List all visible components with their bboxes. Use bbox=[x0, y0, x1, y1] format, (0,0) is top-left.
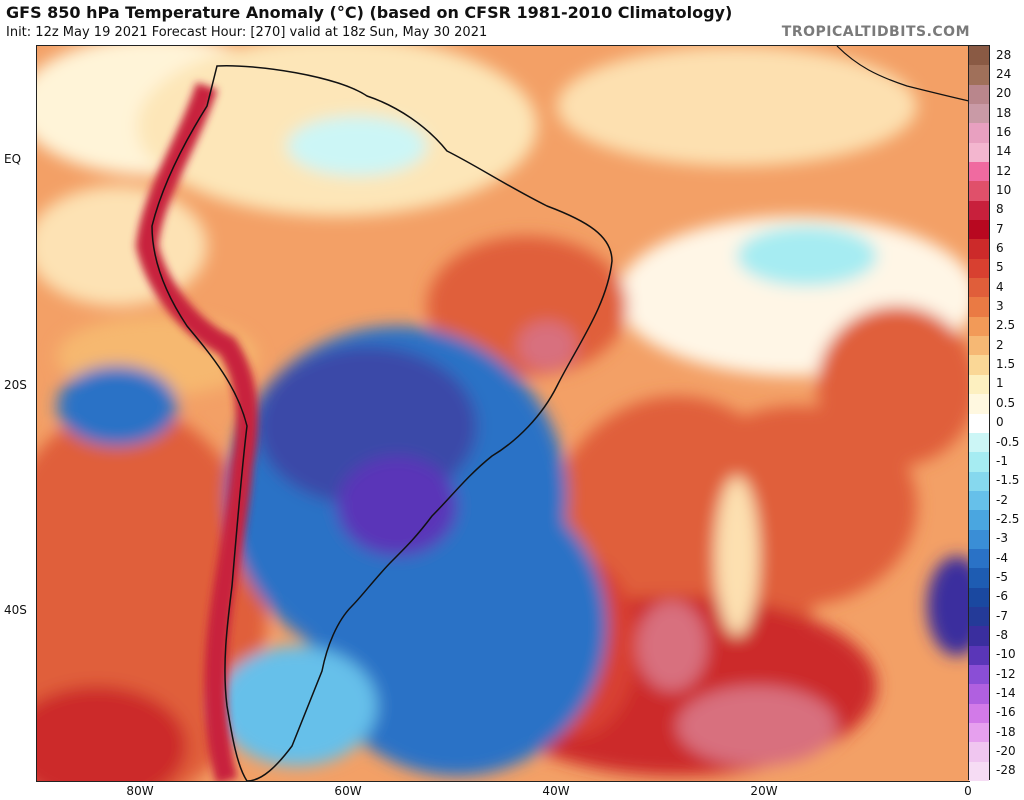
lat-label-40s: 40S bbox=[4, 603, 27, 617]
colorbar-label: -20 bbox=[996, 743, 1016, 758]
colorbar-swatch bbox=[969, 645, 989, 666]
colorbar-label: 2 bbox=[996, 337, 1004, 352]
colorbar-swatch bbox=[969, 142, 989, 163]
colorbar-swatch bbox=[969, 664, 989, 685]
colorbar-swatch bbox=[969, 220, 989, 240]
colorbar-label: -1 bbox=[996, 453, 1008, 468]
colorbar-label: 0 bbox=[996, 415, 1004, 430]
colorbar-swatch bbox=[969, 742, 989, 763]
colorbar-swatch bbox=[969, 761, 989, 782]
anomaly-field bbox=[37, 46, 969, 781]
lon-label-20w: 20W bbox=[750, 784, 778, 798]
colorbar-label: 8 bbox=[996, 202, 1004, 217]
colorbar-label: 6 bbox=[996, 241, 1004, 256]
colorbar-label: 28 bbox=[996, 47, 1012, 62]
colorbar-label: -16 bbox=[996, 705, 1016, 720]
colorbar-swatch bbox=[969, 162, 989, 182]
colorbar-swatch bbox=[969, 65, 989, 86]
colorbar-label: 0.5 bbox=[996, 395, 1016, 410]
colorbar-label: -3 bbox=[996, 531, 1008, 546]
colorbar-label: 4 bbox=[996, 279, 1004, 294]
colorbar-swatch bbox=[969, 490, 989, 511]
colorbar-swatch bbox=[969, 703, 989, 724]
colorbar-label: 3 bbox=[996, 299, 1004, 314]
colorbar-swatch bbox=[969, 181, 989, 202]
map-subtitle: Init: 12z May 19 2021 Forecast Hour: [27… bbox=[6, 25, 488, 40]
colorbar-label: -6 bbox=[996, 589, 1008, 604]
colorbar-swatch bbox=[969, 355, 989, 376]
colorbar-swatch bbox=[969, 413, 989, 434]
colorbar-label: 24 bbox=[996, 67, 1012, 81]
lon-label-60w: 60W bbox=[334, 784, 362, 798]
colorbar-swatch bbox=[969, 394, 989, 414]
colorbar-label: -2.5 bbox=[996, 511, 1020, 526]
colorbar-swatch bbox=[969, 432, 989, 453]
colorbar-label: -28 bbox=[996, 763, 1016, 778]
colorbar-swatch bbox=[969, 568, 989, 589]
colorbar-swatch bbox=[969, 510, 989, 531]
colorbar-label: 2.5 bbox=[996, 318, 1016, 333]
map-title: GFS 850 hPa Temperature Anomaly (°C) (ba… bbox=[6, 3, 733, 22]
colorbar-label: 16 bbox=[996, 125, 1012, 140]
colorbar-swatch bbox=[969, 626, 989, 647]
colorbar-label: -14 bbox=[996, 685, 1016, 700]
colorbar-swatch bbox=[969, 684, 989, 705]
colorbar bbox=[968, 45, 990, 782]
colorbar-swatch bbox=[969, 46, 989, 66]
colorbar-swatch bbox=[969, 452, 989, 472]
colorbar-label: -1.5 bbox=[996, 473, 1020, 488]
colorbar-swatch bbox=[969, 587, 989, 608]
colorbar-label: -2 bbox=[996, 492, 1008, 507]
colorbar-label: 20 bbox=[996, 86, 1012, 101]
colorbar-swatch bbox=[969, 529, 989, 550]
colorbar-label: 18 bbox=[996, 105, 1012, 120]
colorbar-label: -4 bbox=[996, 550, 1008, 565]
colorbar-label: 1.5 bbox=[996, 357, 1016, 372]
lat-label-20s: 20S bbox=[4, 378, 27, 392]
colorbar-swatch bbox=[969, 104, 989, 124]
colorbar-swatch bbox=[969, 200, 989, 221]
colorbar-swatch bbox=[969, 297, 989, 318]
colorbar-swatch bbox=[969, 606, 989, 627]
lon-label-80w: 80W bbox=[126, 784, 154, 798]
colorbar-label: 7 bbox=[996, 221, 1004, 236]
colorbar-swatch bbox=[969, 278, 989, 298]
colorbar-label: -8 bbox=[996, 627, 1008, 642]
colorbar-swatch bbox=[969, 336, 989, 356]
colorbar-label: -18 bbox=[996, 724, 1016, 739]
lon-label-0: 0 bbox=[964, 784, 972, 798]
colorbar-label: 12 bbox=[996, 163, 1012, 178]
colorbar-swatch bbox=[969, 123, 989, 144]
colorbar-swatch bbox=[969, 471, 989, 492]
lon-label-40w: 40W bbox=[542, 784, 570, 798]
colorbar-label: -10 bbox=[996, 647, 1016, 662]
brand-watermark: TROPICALTIDBITS.COM bbox=[781, 24, 970, 40]
lat-label-eq: EQ bbox=[4, 152, 22, 166]
colorbar-swatch bbox=[969, 84, 989, 105]
colorbar-label: 14 bbox=[996, 144, 1012, 159]
anomaly-map bbox=[36, 45, 970, 782]
colorbar-swatch bbox=[969, 374, 989, 395]
colorbar-label: 1 bbox=[996, 376, 1004, 391]
colorbar-label: 10 bbox=[996, 183, 1012, 198]
colorbar-swatch bbox=[969, 258, 989, 279]
colorbar-label: -12 bbox=[996, 666, 1016, 681]
colorbar-label: -0.5 bbox=[996, 434, 1020, 449]
colorbar-swatch bbox=[969, 548, 989, 569]
colorbar-swatch bbox=[969, 316, 989, 337]
colorbar-label: 5 bbox=[996, 260, 1004, 275]
colorbar-swatch bbox=[969, 239, 989, 260]
colorbar-label: -7 bbox=[996, 608, 1008, 623]
colorbar-label: -5 bbox=[996, 569, 1008, 584]
colorbar-swatch bbox=[969, 722, 989, 743]
